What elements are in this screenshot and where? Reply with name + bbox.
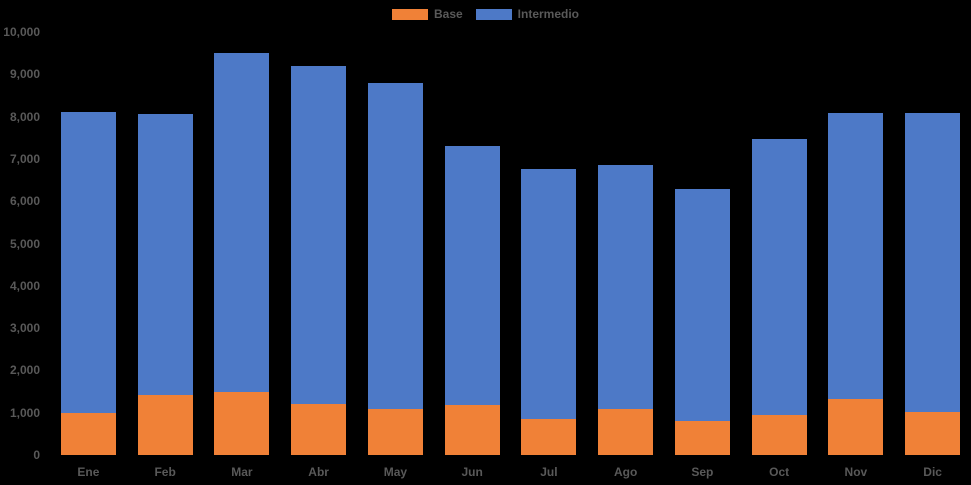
bar-slot-jun [434, 32, 511, 455]
y-tick-label: 6,000 [9, 194, 40, 209]
x-tick-label-abr: Abr [308, 465, 329, 479]
x-tick-label-feb: Feb [154, 465, 176, 479]
x-axis: Ene Feb Mar Abr May Jun Jul Ago Sep Oct Nov Dic [50, 464, 971, 480]
y-tick-label: 3,000 [9, 321, 40, 336]
y-tick-label: 7,000 [9, 151, 40, 166]
bar-slot-mar [204, 32, 281, 455]
stacked-bar-jun [444, 146, 500, 455]
x-tick-label-ene: Ene [77, 465, 100, 479]
bar-segment-base [291, 404, 347, 455]
bar-segment-base [137, 394, 193, 455]
bar-segment-intermedio [444, 146, 500, 405]
x-tick-label-jul: Jul [540, 465, 558, 479]
bar-slot-oct [741, 32, 818, 455]
x-tick-label-ago: Ago [613, 465, 638, 479]
x-tick-label-nov: Nov [844, 465, 868, 479]
bar-segment-intermedio [905, 113, 961, 413]
bar-slot-jul [511, 32, 588, 455]
stacked-bar-oct [751, 139, 807, 455]
bar-segment-base [598, 409, 654, 455]
stacked-bar-sep [674, 188, 730, 455]
x-tick-label-mar: Mar [231, 465, 253, 479]
stacked-bar-feb [137, 113, 193, 455]
bar-segment-base [674, 421, 730, 455]
bar-segment-base [367, 408, 423, 455]
bar-segment-base [521, 419, 577, 455]
bar-slot-ago [587, 32, 664, 455]
bar-segment-intermedio [60, 112, 116, 413]
bar-slot-feb [127, 32, 204, 455]
bar-segment-base [214, 391, 270, 455]
x-tick-label-jun: Jun [461, 465, 483, 479]
bar-segment-intermedio [598, 165, 654, 410]
y-tick-label: 1,000 [9, 405, 40, 420]
y-tick-label: 5,000 [9, 236, 40, 251]
x-tick-label-oct: Oct [769, 465, 790, 479]
bar-segment-intermedio [291, 65, 347, 405]
bar-segment-intermedio [137, 113, 193, 395]
bar-segment-intermedio [521, 168, 577, 420]
stacked-bar-dic [905, 113, 961, 455]
stacked-bar-may [367, 82, 423, 455]
stacked-bar-jul [521, 168, 577, 455]
bar-segment-intermedio [674, 188, 730, 422]
y-tick-label: 10,000 [3, 25, 40, 39]
legend-swatch-icon [475, 8, 512, 20]
y-tick-label: 8,000 [9, 109, 40, 124]
bar-slot-nov [818, 32, 895, 455]
y-tick-label: 2,000 [9, 363, 40, 378]
stacked-bar-nov [828, 113, 884, 455]
x-tick-label-dic: Dic [923, 465, 942, 479]
bar-slot-sep [664, 32, 741, 455]
bar-segment-base [905, 412, 961, 455]
chart-legend: Base Intermedio [0, 8, 971, 20]
bar-slot-ene [50, 32, 127, 455]
stacked-bar-ene [60, 112, 116, 455]
bar-slot-abr [280, 32, 357, 455]
bar-segment-intermedio [214, 53, 270, 392]
bar-segment-intermedio [828, 113, 884, 400]
y-tick-label: 0 [33, 448, 40, 462]
stacked-bar-mar [214, 53, 270, 455]
legend-item-intermedio: Intermedio [475, 7, 580, 21]
legend-swatch-icon [391, 8, 428, 20]
x-tick-label-may: May [383, 465, 408, 479]
bar-slot-may [357, 32, 434, 455]
stacked-bar-ago [598, 165, 654, 455]
y-axis: 0 1,000 2,000 3,000 4,000 5,000 6,000 7,000 8,00… [0, 0, 40, 485]
bar-slot-dic [894, 32, 971, 455]
y-tick-label: 9,000 [9, 67, 40, 82]
bar-segment-base [828, 399, 884, 455]
stacked-bar-abr [291, 65, 347, 455]
bar-segment-base [751, 414, 807, 455]
legend-item-base: Base [391, 7, 463, 21]
x-tick-label-sep: Sep [691, 465, 714, 479]
bar-segment-intermedio [751, 139, 807, 415]
legend-label: Intermedio [517, 7, 580, 21]
y-tick-label: 4,000 [9, 278, 40, 293]
bar-segment-base [444, 404, 500, 455]
bar-segment-intermedio [367, 82, 423, 409]
bar-segment-base [60, 412, 116, 455]
legend-label: Base [433, 7, 463, 21]
plot-area [50, 32, 971, 455]
